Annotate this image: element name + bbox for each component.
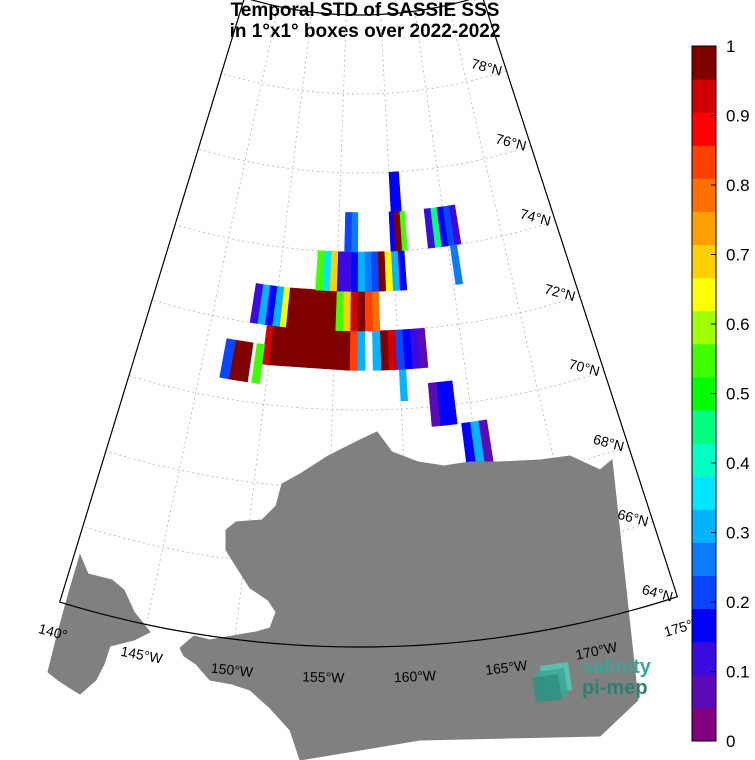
std-cell [344, 212, 352, 253]
colorbar-tick-label: 0.5 [726, 385, 750, 404]
chart-title: Temporal STD of SASSIE SSS in 1°x1° boxe… [0, 0, 730, 42]
colorbar-bin [692, 79, 716, 113]
colorbar-bin [692, 641, 716, 676]
longitude-label: 150°W [210, 660, 254, 681]
colorbar-bin [692, 575, 716, 610]
longitude-label: 155°W [302, 668, 345, 685]
graticule-lon-line [146, 6, 279, 625]
latitude-label: 66°N [616, 506, 650, 530]
colorbar-bin [692, 112, 716, 146]
colorbar-tick-label: 0.1 [726, 663, 750, 682]
alaska-landmass [179, 431, 639, 760]
colorbar-tick-label: 0.3 [726, 524, 750, 543]
colorbar-bin [692, 509, 716, 543]
std-cell [423, 208, 436, 249]
salinity-pimep-logo: salinity pi-mep [532, 656, 662, 706]
longitude-label: 165°W [484, 657, 529, 678]
std-cell [388, 211, 396, 252]
colorbar-bin [692, 178, 716, 212]
colorbar-bin [692, 542, 716, 577]
longitude-label: 145°W [119, 643, 164, 667]
map-border [58, 0, 679, 648]
latitude-label: 70°N [567, 356, 601, 380]
colorbar-bin [692, 343, 716, 378]
logo-text-salinity: salinity [582, 656, 651, 678]
colorbar-bin [692, 476, 716, 510]
colorbar-tick-label: 0.2 [726, 593, 750, 612]
colorbar-bin [692, 707, 716, 742]
graticule-lat-line [128, 370, 605, 411]
logo-text-pimep: pi-mep [582, 677, 648, 699]
latitude-labels: 80°N78°N76°N74°N72°N70°N68°N66°N64°N [445, 0, 675, 605]
colorbar-bin [692, 674, 716, 709]
std-cell [251, 343, 265, 384]
colorbar-ticks: 0 0.1 0.2 0.3 0.4 0.5 0.6 0.7 0.8 0.9 1 [711, 37, 750, 751]
colorbar-bin [692, 443, 716, 477]
colorbar-bin [692, 244, 716, 279]
latitude-label: 78°N [469, 55, 503, 79]
latitude-label: 64°N [640, 581, 674, 605]
colorbar-bin [692, 608, 716, 643]
chukotka-landmass [47, 553, 151, 695]
logo-icon [532, 662, 572, 702]
colorbar-tick-label: 0 [726, 732, 735, 751]
longitude-label: 140° [37, 620, 69, 643]
colorbar-bin [692, 145, 716, 179]
colorbar-tick-label: 0.7 [726, 246, 750, 265]
longitude-label: 160°W [394, 667, 438, 685]
graticule-lat-line [198, 145, 532, 174]
colorbar-tick-label: 1 [726, 37, 735, 56]
land-mask [47, 431, 639, 760]
colorbar-bin [692, 46, 716, 80]
colorbar-bin [692, 410, 716, 444]
colorbar-tick-label: 0.6 [726, 315, 750, 334]
std-cell [449, 244, 464, 285]
graticule-lat-line [221, 70, 507, 95]
std-cell [388, 171, 402, 212]
colorbar-tick-label: 0.4 [726, 454, 750, 473]
colorbar-tick-label: 0.9 [726, 107, 750, 126]
colorbar-bin [692, 211, 716, 246]
std-cell [249, 283, 264, 324]
colorbar-tick-label: 0.8 [726, 176, 750, 195]
graticule-lat-line [151, 295, 580, 332]
std-cell [219, 338, 236, 380]
graticule-lat-line [175, 220, 556, 253]
colorbar-bin [692, 310, 716, 345]
latitude-label: 68°N [592, 431, 626, 455]
map-frame [58, 0, 679, 648]
latitude-label: 74°N [518, 205, 552, 229]
colorbar-bin [692, 277, 716, 312]
title-line-2: in 1°x1° boxes over 2022-2022 [229, 21, 501, 42]
colorbar-bins [691, 45, 717, 742]
latitude-label: 72°N [543, 281, 577, 305]
std-cell [315, 250, 325, 291]
latitude-label: 76°N [494, 130, 528, 154]
title-line-1: Temporal STD of SASSIE SSS [230, 0, 500, 21]
std-cell [427, 382, 441, 427]
